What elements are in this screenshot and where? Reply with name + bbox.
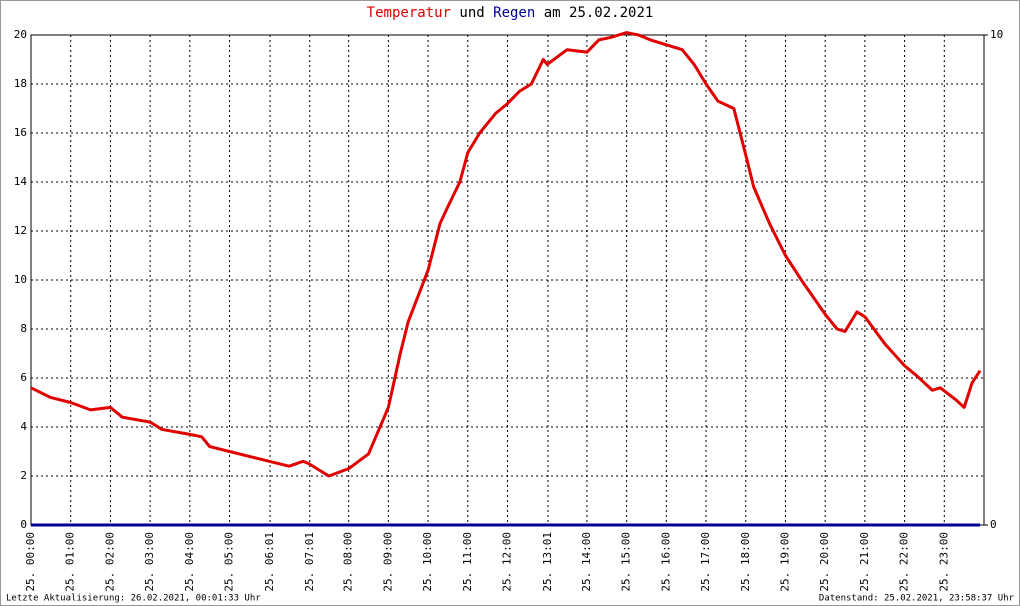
x-tick-label: 25. 09:00 — [381, 532, 394, 592]
x-tick-label: 25. 23:00 — [937, 532, 950, 592]
y2-tick-label: 0 — [990, 518, 997, 531]
y-tick-label: 14 — [14, 175, 28, 188]
footer-right: Datenstand: 25.02.2021, 23:58:37 Uhr — [819, 594, 1015, 604]
x-tick-label: 25. 01:00 — [64, 532, 77, 592]
series-line — [30, 31, 982, 478]
y-tick-label: 2 — [20, 469, 27, 482]
title-part: Temperatur — [367, 5, 451, 21]
x-tick-label: 25. 16:00 — [659, 532, 672, 592]
x-tick-label: 25. 08:00 — [342, 532, 355, 592]
x-tick-label: 25. 22:00 — [898, 532, 911, 592]
x-tick-label: 25. 21:00 — [858, 532, 871, 592]
x-tick-label: 25. 11:00 — [461, 532, 474, 592]
y-tick-label: 18 — [14, 77, 27, 90]
x-tick-label: 25. 00:00 — [24, 532, 37, 592]
y-tick-label: 16 — [14, 126, 27, 139]
y-tick-label: 12 — [14, 224, 27, 237]
x-tick-label: 25. 10:00 — [421, 532, 434, 592]
x-tick-label: 25. 07:01 — [303, 532, 316, 592]
chart-title: Temperatur und Regen am 25.02.2021 — [367, 5, 654, 21]
x-tick-label: 25. 02:00 — [103, 532, 116, 592]
y-tick-label: 4 — [20, 420, 27, 433]
y-tick-label: 6 — [20, 371, 27, 384]
y-tick-label: 20 — [14, 28, 27, 41]
x-tick-label: 25. 15:00 — [620, 532, 633, 592]
y-tick-label: 8 — [20, 322, 27, 335]
x-tick-label: 25. 05:00 — [223, 532, 236, 592]
y-tick-label: 0 — [20, 518, 27, 531]
x-tick-label: 25. 03:00 — [143, 532, 156, 592]
x-tick-label: 25. 20:00 — [818, 532, 831, 592]
x-tick-label: 25. 14:00 — [580, 532, 593, 592]
title-part: und — [459, 5, 484, 21]
x-tick-label: 25. 13:01 — [541, 532, 554, 592]
x-tick-label: 25. 17:00 — [699, 532, 712, 592]
x-tick-label: 25. 19:00 — [778, 532, 791, 592]
x-tick-label: 25. 18:00 — [739, 532, 752, 592]
x-tick-label: 25. 06:01 — [263, 532, 276, 592]
y-tick-label: 10 — [14, 273, 27, 286]
y2-tick-label: 10 — [990, 28, 1003, 41]
title-part: Regen — [493, 5, 535, 21]
x-tick-label: 25. 04:00 — [183, 532, 196, 592]
title-part: am 25.02.2021 — [544, 5, 654, 21]
x-tick-label: 25. 12:00 — [501, 532, 514, 592]
footer-left: Letzte Aktualisierung: 26.02.2021, 00:01… — [6, 594, 261, 604]
